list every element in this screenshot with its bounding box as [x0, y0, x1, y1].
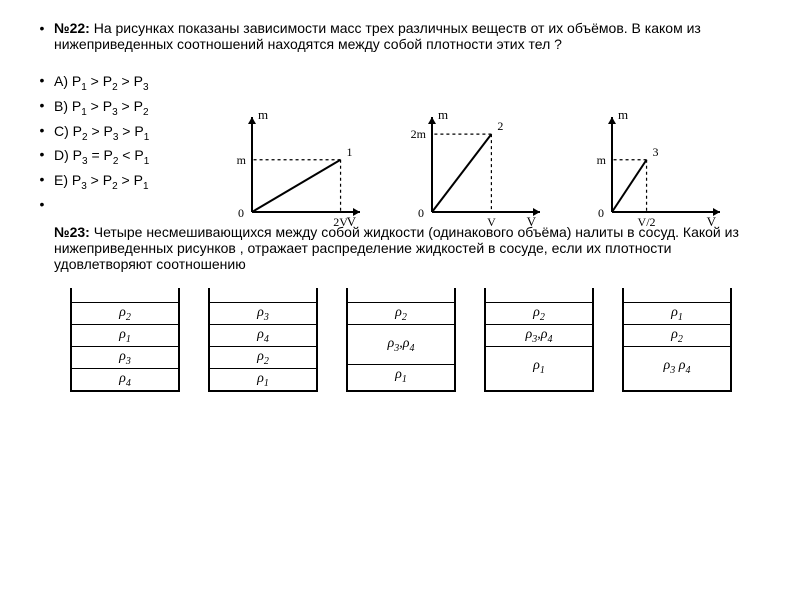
layer: ρ1 — [72, 324, 178, 346]
q22-number: №22: — [54, 20, 90, 36]
layer: ρ2 — [210, 346, 316, 368]
svg-text:m: m — [237, 153, 247, 167]
layer: ρ3 — [72, 346, 178, 368]
layer: ρ1 — [486, 346, 592, 386]
svg-text:V: V — [347, 214, 357, 229]
svg-text:1: 1 — [347, 145, 353, 159]
bullet: • — [30, 171, 54, 187]
vessels-row: ρ2ρ1ρ3ρ4ρ3ρ4ρ2ρ1ρ2ρ3,ρ4ρ1ρ2ρ3,ρ4ρ1ρ1ρ2ρ3… — [70, 288, 770, 392]
bullet: • — [30, 72, 54, 88]
layer: ρ1 — [624, 302, 730, 324]
svg-text:V: V — [487, 215, 496, 229]
svg-text:V: V — [707, 214, 717, 229]
layer: ρ2 — [486, 302, 592, 324]
ans-a-row: • A) Р1 > Р2 > Р3 — [30, 72, 770, 95]
bullet: • — [30, 146, 54, 162]
layer: ρ2 — [72, 302, 178, 324]
layer: ρ3,ρ4 — [348, 324, 454, 364]
vessel-3: ρ2ρ3,ρ4ρ1 — [346, 288, 456, 392]
q22-text: На рисунках показаны зависимости масс тр… — [54, 20, 701, 52]
bullet: • — [30, 20, 54, 36]
layer: ρ2 — [348, 302, 454, 324]
svg-text:3: 3 — [653, 145, 659, 159]
layer: ρ1 — [210, 368, 316, 390]
vessel-2: ρ3ρ4ρ2ρ1 — [208, 288, 318, 392]
layer: ρ3,ρ4 — [486, 324, 592, 346]
layer: ρ4 — [210, 324, 316, 346]
ans-a: A) Р1 > Р2 > Р3 — [54, 72, 770, 95]
q22-row: • №22: На рисунках показаны зависимости … — [30, 20, 770, 52]
svg-text:V: V — [527, 214, 537, 229]
svg-text:m: m — [258, 107, 268, 122]
bullet: • — [30, 196, 54, 212]
layer: ρ4 — [72, 368, 178, 390]
q23-text: Четыре несмешивающихся между собой жидко… — [54, 224, 739, 272]
svg-text:0: 0 — [598, 206, 604, 220]
svg-text:m: m — [618, 107, 628, 122]
graph-1: m V 0 m 2V 1 — [230, 105, 380, 230]
svg-text:0: 0 — [418, 206, 424, 220]
q22-content: №22: На рисунках показаны зависимости ма… — [54, 20, 770, 52]
svg-text:0: 0 — [238, 206, 244, 220]
graphs-row: m V 0 m 2V 1 m V 0 2m V 2 m — [230, 105, 740, 230]
vessel-5: ρ1ρ2ρ3 ρ4 — [622, 288, 732, 392]
vessel-1: ρ2ρ1ρ3ρ4 — [70, 288, 180, 392]
svg-text:V/2: V/2 — [638, 215, 656, 229]
q23-number: №23: — [54, 224, 90, 240]
graph-3: m V 0 m V/2 3 — [590, 105, 740, 230]
bullet: • — [30, 97, 54, 113]
svg-text:2V: 2V — [333, 215, 348, 229]
svg-text:m: m — [597, 153, 607, 167]
layer: ρ2 — [624, 324, 730, 346]
q23-block: №23: Четыре несмешивающихся между собой … — [30, 224, 770, 272]
graph-2: m V 0 2m V 2 — [410, 105, 560, 230]
layer: ρ1 — [348, 364, 454, 386]
svg-text:2m: 2m — [411, 127, 427, 141]
bullet: • — [30, 122, 54, 138]
svg-text:2: 2 — [497, 119, 503, 133]
layer: ρ3 — [210, 302, 316, 324]
layer: ρ3 ρ4 — [624, 346, 730, 386]
vessel-4: ρ2ρ3,ρ4ρ1 — [484, 288, 594, 392]
svg-text:m: m — [438, 107, 448, 122]
